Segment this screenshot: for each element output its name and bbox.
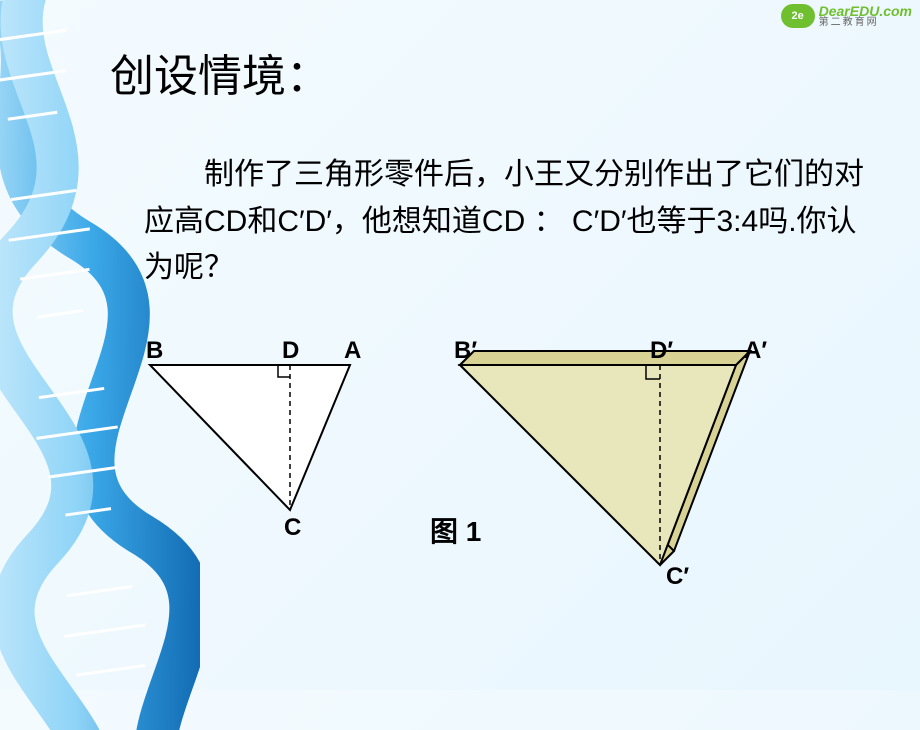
logo-badge: 2e <box>781 4 815 28</box>
triangle-small <box>140 340 370 540</box>
label-B: B <box>146 337 163 365</box>
logo-text: DearEDU.com 第二教育网 <box>819 4 912 28</box>
label-Cprime: C′ <box>666 563 689 591</box>
label-Dprime: D′ <box>650 337 673 365</box>
label-Aprime: A′ <box>744 337 767 365</box>
label-C: C <box>284 514 301 542</box>
label-Bprime: B′ <box>454 337 477 365</box>
label-A: A <box>344 337 361 365</box>
slide-title: 创设情境： <box>110 40 880 104</box>
label-D: D <box>282 337 299 365</box>
slide-body: 制作了三角形零件后，小王又分别作出了它们的对应高CD和C′D′，他想知道CD ：… <box>144 152 870 292</box>
triangle-large <box>440 340 780 600</box>
logo-brand: DearEDU.com <box>819 4 912 18</box>
logo-badge-text: 2e <box>792 10 804 22</box>
figure-caption: 图 1 <box>430 510 481 550</box>
logo-sub: 第二教育网 <box>819 18 912 28</box>
figure-area: B D A C B′ D′ A′ C′ 图 1 <box>140 340 900 640</box>
slide-content: 创设情境： 制作了三角形零件后，小王又分别作出了它们的对应高CD和C′D′，他想… <box>100 40 880 292</box>
site-logo: 2e DearEDU.com 第二教育网 <box>781 4 912 28</box>
